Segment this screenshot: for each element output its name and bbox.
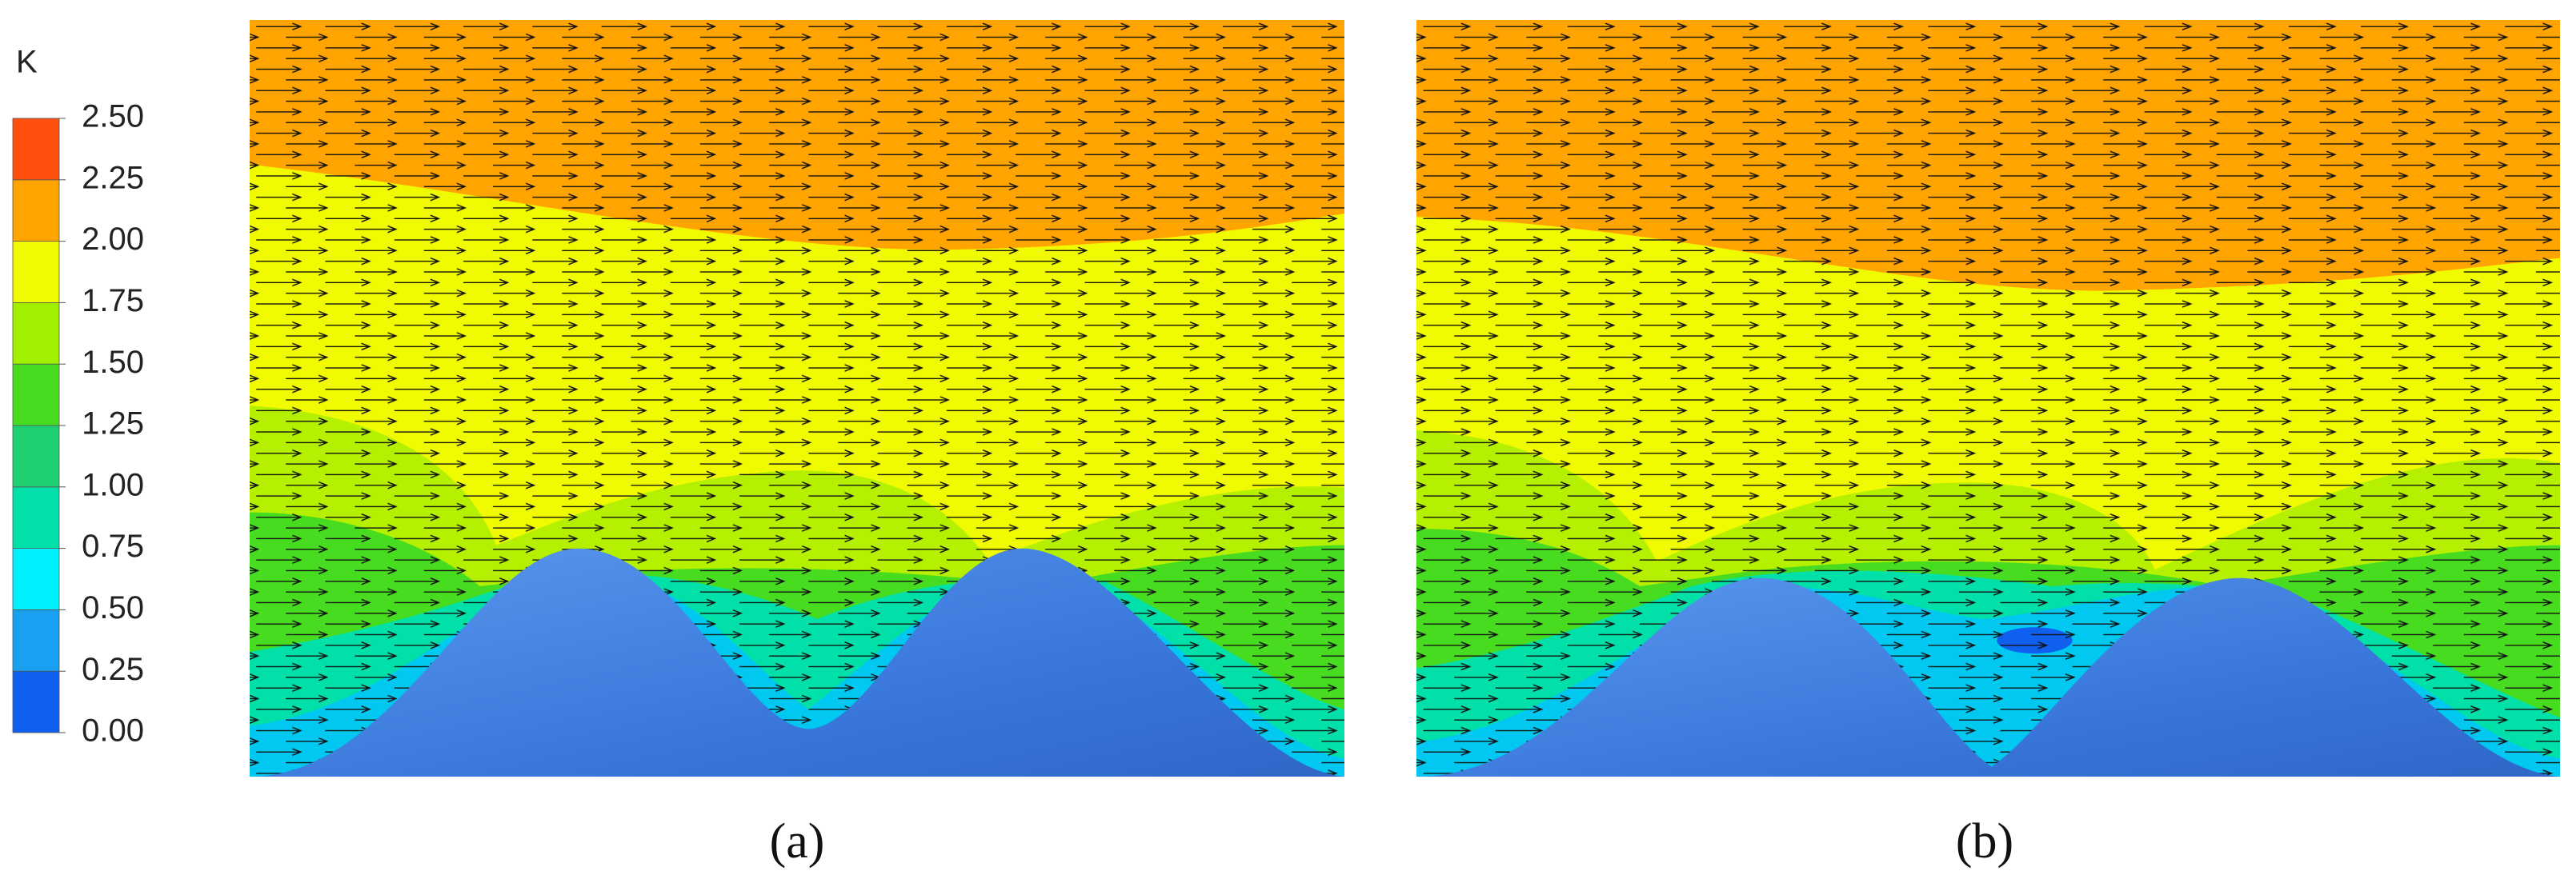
colorbar-tick-label: 1.00 bbox=[82, 467, 144, 502]
colorbar-tick-label: 0.00 bbox=[82, 713, 144, 749]
colorbar-tick-label: 1.50 bbox=[82, 345, 144, 380]
colorbar-tick-label: 0.25 bbox=[82, 652, 144, 687]
panel-a-plot bbox=[250, 20, 1344, 777]
colorbar-band bbox=[12, 486, 60, 549]
colorbar-tick-label: 1.75 bbox=[82, 283, 144, 318]
colorbar-band bbox=[12, 425, 60, 488]
colorbar-tick-label: 1.25 bbox=[82, 406, 144, 442]
colorbar-band bbox=[12, 670, 60, 733]
colorbar-tick-label: 0.50 bbox=[82, 590, 144, 625]
colorbar-tick-label: 2.50 bbox=[82, 99, 144, 134]
colorbar-tick-label: 0.75 bbox=[82, 529, 144, 564]
panel-b-label: (b) bbox=[1956, 814, 2013, 869]
colorbar-band bbox=[12, 609, 60, 672]
colorbar-band bbox=[12, 302, 60, 365]
panel-a-label: (a) bbox=[770, 814, 825, 869]
colorbar-title: K bbox=[16, 45, 38, 80]
colorbar-band bbox=[12, 241, 60, 303]
colorbar: 0.00 0.25 0.50 0.75 1.00 1.25 1.50 1.75 2.00 2.25… bbox=[12, 99, 144, 749]
colorbar-band bbox=[12, 363, 60, 426]
panel-b-plot bbox=[1416, 20, 2560, 777]
colorbar-band bbox=[12, 179, 60, 242]
colorbar-tick-label: 2.00 bbox=[82, 222, 144, 257]
colorbar-tick-label: 2.25 bbox=[82, 160, 144, 195]
colorbar-band bbox=[12, 548, 60, 610]
colorbar-band bbox=[12, 118, 60, 181]
